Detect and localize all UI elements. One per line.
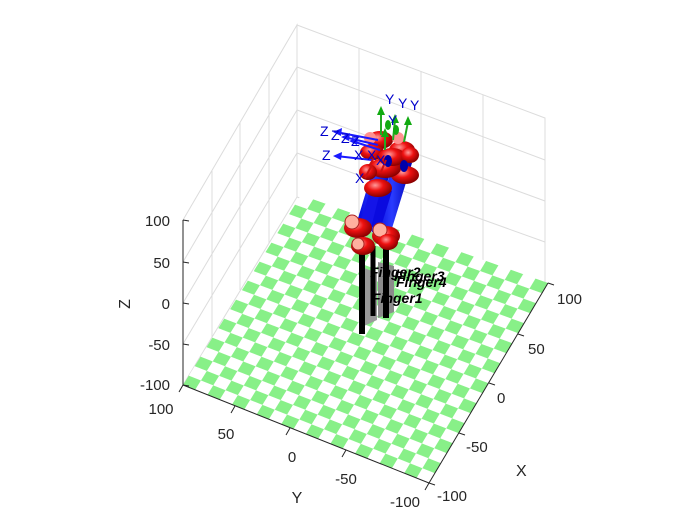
frame-label-z: Z <box>320 123 329 139</box>
z-axis-label: Z <box>117 299 134 309</box>
coordinate-frames <box>333 106 412 179</box>
frame-label-y: Y <box>398 95 408 111</box>
frame-label-y: Y <box>410 97 420 113</box>
floor-tile <box>529 278 548 294</box>
frame-label-z: Z <box>341 130 350 146</box>
y-tick-label: -100 <box>390 494 420 511</box>
x-tick-label: 100 <box>557 291 582 308</box>
frame-label-y: Y <box>385 91 395 107</box>
y-tick-label: 100 <box>148 401 173 418</box>
frame-label-z: Z <box>331 127 340 143</box>
x-tick-label: -100 <box>437 488 467 505</box>
z-tick-label: 50 <box>153 255 170 272</box>
frame-labels: Z Z Z Z Z Y Y Y Y X X X X <box>320 91 420 186</box>
z-tick-label: -50 <box>148 337 170 354</box>
frame-label-x: X <box>376 152 386 168</box>
x-tick-label: 50 <box>528 341 545 358</box>
frame-label-y: Y <box>388 112 398 128</box>
finger-label: Finger1 <box>372 290 423 306</box>
x-axis-label: X <box>516 463 527 480</box>
x-axis: 100 50 0 -50 -100 X <box>428 282 582 505</box>
frame-label-z: Z <box>351 133 360 149</box>
frame-label-x: X <box>354 147 364 163</box>
finger-labels: Finger2 Finger3 Finger4 Finger1 <box>370 264 447 306</box>
z-tick-label: 0 <box>162 296 170 313</box>
finger-label: Finger4 <box>396 274 447 290</box>
y-tick-label: 50 <box>218 426 235 443</box>
x-tick-label: -50 <box>466 439 488 456</box>
lower-joints <box>344 214 400 255</box>
finger-label: Finger3 <box>394 268 445 284</box>
frame-label-x: X <box>355 170 365 186</box>
back-wall-grid <box>182 23 546 387</box>
upper-joints <box>359 131 419 197</box>
y-tick-label: -50 <box>335 471 357 488</box>
x-tick-label: 0 <box>497 390 505 407</box>
y-axis: 100 50 0 -50 -100 Y <box>148 384 430 511</box>
finger-label: Finger2 <box>370 264 421 280</box>
frame-label-x: X <box>367 147 377 163</box>
z-tick-label: 100 <box>145 213 170 230</box>
finger-links <box>359 240 394 334</box>
frame-label-z: Z <box>322 147 331 163</box>
y-tick-label: 0 <box>288 449 296 466</box>
z-axis: 100 50 0 -50 -100 Z <box>117 213 190 394</box>
z-tick-label: -100 <box>140 377 170 394</box>
y-axis-label: Y <box>292 490 303 507</box>
